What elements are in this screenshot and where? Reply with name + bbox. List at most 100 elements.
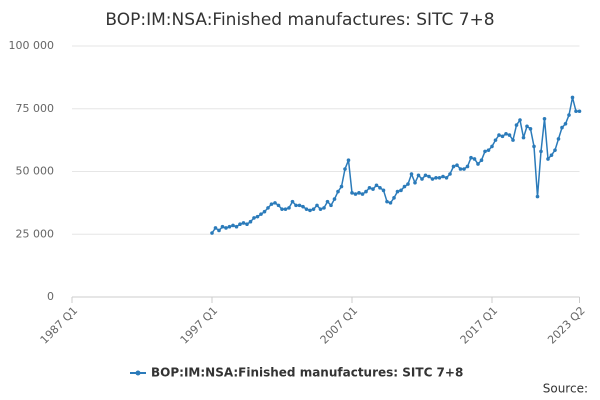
data-point bbox=[234, 224, 239, 229]
data-point bbox=[420, 177, 424, 181]
data-point bbox=[353, 192, 358, 196]
x-tick-label: 1987 Q1 bbox=[38, 304, 81, 347]
data-point bbox=[476, 162, 480, 166]
y-tick-label: 0 bbox=[47, 290, 54, 303]
data-point bbox=[297, 203, 302, 208]
y-tick-label: 50 000 bbox=[16, 165, 55, 178]
data-point bbox=[339, 184, 344, 189]
data-point bbox=[444, 175, 449, 180]
data-point bbox=[497, 133, 501, 137]
data-point bbox=[301, 204, 305, 209]
data-point bbox=[360, 192, 365, 196]
data-point bbox=[364, 189, 368, 194]
data-point bbox=[381, 188, 386, 193]
data-point bbox=[402, 184, 407, 189]
data-point bbox=[325, 199, 330, 204]
data-point bbox=[479, 158, 484, 163]
data-point bbox=[507, 133, 512, 137]
data-point bbox=[430, 177, 435, 181]
y-tick-label: 25 000 bbox=[16, 227, 55, 240]
data-point bbox=[283, 207, 288, 211]
data-point bbox=[406, 182, 410, 186]
data-point bbox=[563, 122, 568, 126]
data-point bbox=[308, 208, 312, 213]
data-point bbox=[224, 226, 228, 230]
data-point bbox=[525, 124, 529, 129]
data-point bbox=[553, 148, 557, 152]
data-point bbox=[448, 172, 452, 176]
data-point bbox=[427, 174, 431, 179]
data-point bbox=[259, 212, 263, 216]
data-point bbox=[367, 186, 372, 190]
data-point bbox=[399, 188, 403, 193]
data-point bbox=[266, 206, 270, 210]
data-point bbox=[304, 207, 309, 211]
x-tick-label: 2023 Q2 bbox=[545, 304, 588, 347]
data-point bbox=[504, 132, 508, 136]
data-point bbox=[518, 118, 522, 122]
x-tick-label: 1997 Q1 bbox=[178, 304, 221, 347]
data-point bbox=[469, 155, 473, 160]
data-point bbox=[371, 187, 375, 191]
data-point bbox=[227, 224, 232, 229]
x-tick-label: 2007 Q1 bbox=[318, 304, 361, 347]
data-point bbox=[262, 209, 267, 214]
y-tick-label: 100 000 bbox=[9, 39, 55, 52]
source: Source: bbox=[543, 382, 588, 396]
data-point bbox=[532, 144, 536, 149]
data-point bbox=[276, 203, 281, 208]
data-point bbox=[528, 127, 533, 131]
data-point bbox=[542, 116, 547, 121]
data-point bbox=[280, 207, 284, 211]
data-point bbox=[220, 224, 225, 229]
data-point bbox=[374, 183, 379, 188]
data-point bbox=[385, 199, 389, 204]
data-point bbox=[567, 113, 571, 117]
data-point bbox=[248, 219, 253, 224]
data-point bbox=[413, 180, 417, 185]
data-point bbox=[315, 203, 319, 208]
data-point bbox=[388, 201, 393, 205]
data-point bbox=[539, 149, 543, 154]
data-point bbox=[490, 144, 494, 149]
data-point bbox=[556, 137, 561, 141]
data-point bbox=[462, 167, 466, 171]
data-point bbox=[560, 125, 564, 130]
data-point bbox=[332, 197, 337, 201]
data-point bbox=[458, 167, 463, 171]
data-point bbox=[290, 199, 295, 204]
data-point bbox=[577, 109, 582, 114]
data-point bbox=[441, 174, 445, 179]
data-point bbox=[322, 206, 326, 210]
legend-label: BOP:IM:NSA:Finished manufactures: SITC 7… bbox=[151, 366, 463, 380]
data-point bbox=[521, 135, 526, 140]
data-point bbox=[437, 175, 442, 180]
data-point bbox=[217, 228, 221, 233]
data-point bbox=[357, 191, 361, 195]
data-point bbox=[500, 134, 505, 139]
series-line bbox=[211, 97, 580, 234]
legend-marker bbox=[135, 370, 141, 376]
data-point bbox=[423, 173, 428, 178]
data-point bbox=[245, 222, 249, 227]
data-point bbox=[486, 148, 491, 152]
data-point bbox=[287, 206, 291, 210]
data-point bbox=[416, 173, 421, 178]
data-point bbox=[455, 163, 459, 168]
data-point bbox=[241, 221, 246, 225]
data-point bbox=[395, 189, 400, 194]
data-point bbox=[514, 123, 519, 127]
data-point bbox=[378, 186, 382, 190]
data-point bbox=[434, 175, 438, 180]
data-point bbox=[472, 157, 477, 161]
data-point bbox=[493, 138, 498, 142]
data-point bbox=[570, 95, 575, 100]
data-point bbox=[269, 202, 274, 206]
data-point bbox=[346, 158, 351, 163]
data-point bbox=[465, 164, 470, 169]
data-point bbox=[409, 172, 414, 176]
data-point bbox=[535, 194, 540, 199]
y-tick-label: 75 000 bbox=[16, 102, 55, 115]
data-point bbox=[213, 226, 218, 230]
